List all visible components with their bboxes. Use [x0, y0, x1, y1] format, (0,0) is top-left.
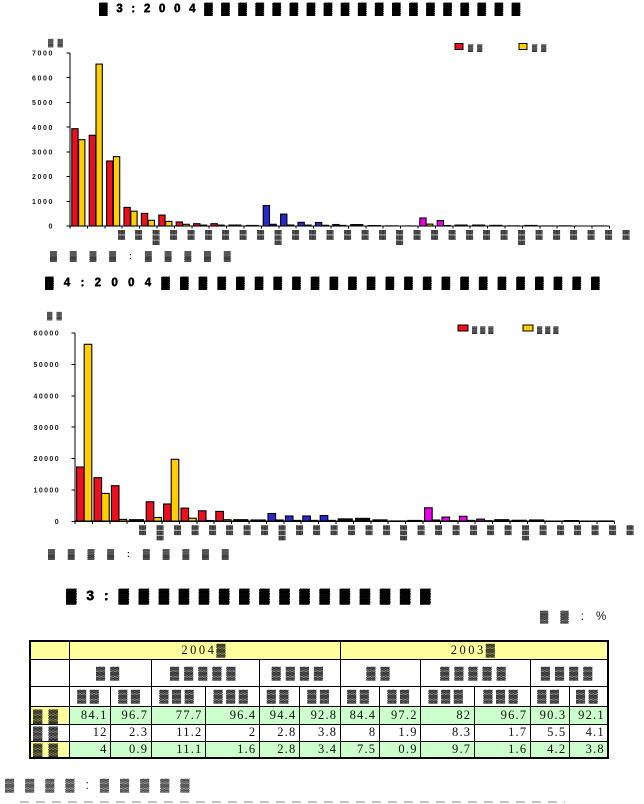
svg-text:▓▓▓: ▓▓▓: [400, 525, 407, 541]
svg-text:▓▓: ▓▓: [257, 230, 264, 240]
svg-text:▓▓: ▓▓: [557, 525, 564, 535]
svg-text:▓▓: ▓▓: [626, 525, 633, 535]
svg-text:▓▓: ▓▓: [309, 230, 316, 240]
svg-text:▓▓: ▓▓: [379, 230, 386, 240]
svg-text:▓▓: ▓▓: [222, 230, 229, 240]
svg-text:20000: 20000: [34, 456, 60, 463]
svg-text:4000: 4000: [32, 125, 54, 132]
svg-text:▓▓▓: ▓▓▓: [153, 230, 160, 246]
svg-text:▓▓: ▓▓: [209, 525, 216, 535]
svg-text:▓▓▓: ▓▓▓: [522, 525, 529, 541]
svg-text:60000: 60000: [34, 331, 60, 338]
svg-text:▓▓: ▓▓: [553, 230, 560, 240]
svg-text:▓▓: ▓▓: [365, 525, 372, 535]
svg-text:▓▓: ▓▓: [592, 525, 599, 535]
svg-text:▓▓: ▓▓: [501, 230, 508, 240]
svg-text:▓▓: ▓▓: [296, 525, 303, 535]
svg-text:▓▓: ▓▓: [605, 230, 612, 240]
svg-text:1000: 1000: [32, 199, 54, 206]
svg-text:▓▓: ▓▓: [170, 230, 177, 240]
svg-text:▓▓: ▓▓: [361, 230, 368, 240]
svg-text:▓▓: ▓▓: [622, 230, 629, 240]
svg-text:6000: 6000: [32, 75, 54, 82]
svg-text:7000: 7000: [32, 51, 54, 58]
svg-text:▓▓: ▓▓: [174, 525, 181, 535]
svg-text:2000: 2000: [32, 174, 54, 181]
svg-text:▓▓: ▓▓: [139, 525, 146, 535]
svg-text:▓▓▓: ▓▓▓: [472, 326, 496, 334]
svg-text:▓▓: ▓▓: [588, 230, 595, 240]
svg-text:▓▓: ▓▓: [327, 230, 334, 240]
svg-text:▓▓: ▓▓: [609, 525, 616, 535]
svg-text:▓▓▓: ▓▓▓: [518, 230, 525, 246]
svg-text:▓▓: ▓▓: [468, 44, 486, 52]
svg-text:▓▓: ▓▓: [191, 525, 198, 535]
svg-text:▓▓: ▓▓: [48, 38, 67, 48]
svg-text:▓▓: ▓▓: [470, 525, 477, 535]
svg-text:▓▓: ▓▓: [240, 230, 247, 240]
svg-text:3000: 3000: [32, 150, 54, 157]
svg-text:▓▓: ▓▓: [431, 230, 438, 240]
svg-text:▓▓▓: ▓▓▓: [274, 230, 281, 246]
svg-text:10000: 10000: [34, 488, 60, 495]
svg-text:▓▓: ▓▓: [448, 230, 455, 240]
svg-text:▓▓: ▓▓: [135, 230, 142, 240]
svg-text:▓▓: ▓▓: [483, 230, 490, 240]
svg-text:▓▓: ▓▓: [187, 230, 194, 240]
svg-text:▓▓: ▓▓: [118, 230, 125, 240]
svg-text:▓▓: ▓▓: [574, 525, 581, 535]
svg-text:50000: 50000: [34, 362, 60, 369]
svg-text:▓▓▓: ▓▓▓: [157, 525, 164, 541]
svg-text:▓▓: ▓▓: [539, 525, 546, 535]
svg-text:▓▓: ▓▓: [452, 525, 459, 535]
svg-text:▓▓: ▓▓: [435, 525, 442, 535]
svg-text:▓▓: ▓▓: [205, 230, 212, 240]
svg-text:0: 0: [49, 224, 55, 231]
svg-text:▓▓▓: ▓▓▓: [537, 326, 561, 334]
svg-text:▓▓: ▓▓: [261, 525, 268, 535]
svg-text:▓▓▓: ▓▓▓: [278, 525, 285, 541]
svg-text:5000: 5000: [32, 100, 54, 107]
svg-text:▓▓▓: ▓▓▓: [396, 230, 403, 246]
svg-text:▓▓: ▓▓: [244, 525, 251, 535]
svg-text:▓▓: ▓▓: [418, 525, 425, 535]
svg-text:▓▓: ▓▓: [383, 525, 390, 535]
svg-text:40000: 40000: [34, 393, 60, 400]
svg-text:30000: 30000: [34, 425, 60, 432]
svg-text:▓▓: ▓▓: [331, 525, 338, 535]
svg-text:▓▓: ▓▓: [535, 230, 542, 240]
svg-text:▓▓: ▓▓: [348, 525, 355, 535]
svg-text:▓▓: ▓▓: [47, 311, 66, 321]
svg-text:▓▓: ▓▓: [292, 230, 299, 240]
svg-text:▓▓: ▓▓: [313, 525, 320, 535]
svg-text:▓▓: ▓▓: [487, 525, 494, 535]
svg-text:▓▓: ▓▓: [344, 230, 351, 240]
svg-text:0: 0: [55, 519, 60, 526]
svg-text:▓▓: ▓▓: [570, 230, 577, 240]
svg-text:▓▓: ▓▓: [414, 230, 421, 240]
svg-text:▓▓: ▓▓: [505, 525, 512, 535]
svg-text:▓▓: ▓▓: [466, 230, 473, 240]
svg-text:▓▓: ▓▓: [532, 44, 550, 52]
svg-text:▓▓: ▓▓: [226, 525, 233, 535]
